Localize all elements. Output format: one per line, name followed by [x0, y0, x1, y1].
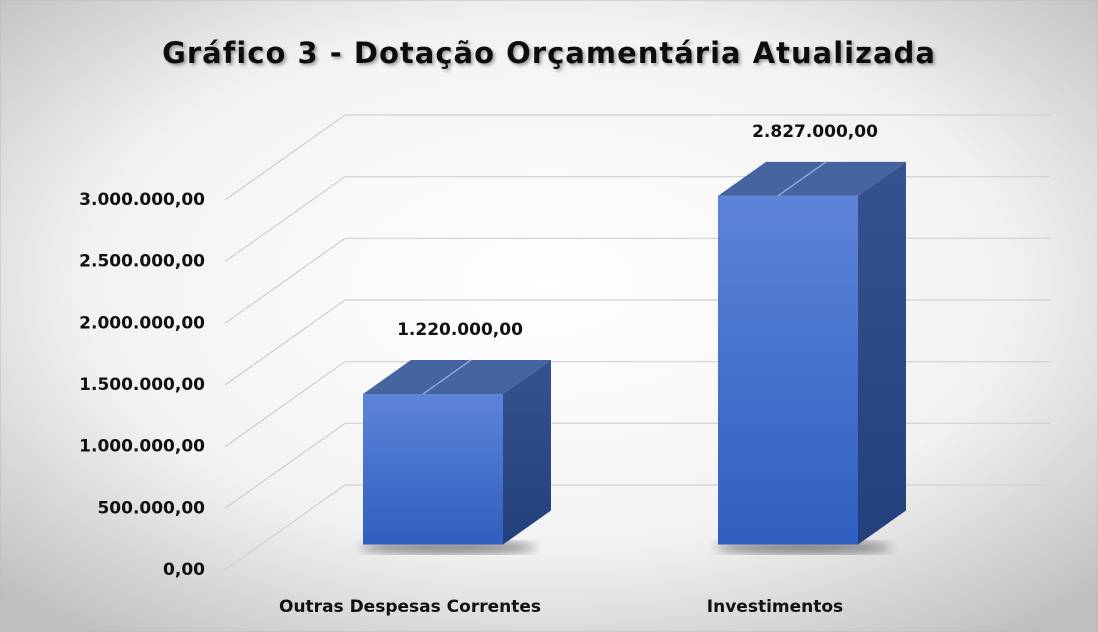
y-tick-label: 2.500.000,00	[79, 252, 205, 272]
y-tick-label: 500.000,00	[97, 498, 205, 518]
x-tick-label: Investimentos	[707, 597, 843, 617]
bar-front	[363, 394, 503, 545]
bar-top-highlight	[422, 359, 472, 395]
bar-side	[858, 161, 906, 545]
x-tick-label: Outras Despesas Correntes	[279, 597, 541, 617]
value-label: 2.827.000,00	[752, 122, 878, 142]
bar-top	[363, 360, 551, 395]
bar-front	[718, 195, 858, 545]
bar-top	[718, 161, 906, 196]
y-tick-label: 3.000.000,00	[79, 190, 205, 210]
y-tick-label: 1.000.000,00	[79, 437, 205, 457]
bar-top-highlight	[777, 161, 827, 197]
bar-side	[503, 360, 551, 545]
bar	[715, 161, 906, 554]
grid-line	[224, 114, 1050, 201]
chart-title: Gráfico 3 - Dotação Orçamentária Atualiz…	[162, 36, 936, 70]
y-tick-label: 2.000.000,00	[79, 313, 205, 333]
value-label: 1.220.000,00	[397, 320, 523, 340]
y-tick-label: 1.500.000,00	[79, 375, 205, 395]
y-tick-label: 0,00	[163, 560, 205, 580]
bar	[360, 359, 551, 554]
